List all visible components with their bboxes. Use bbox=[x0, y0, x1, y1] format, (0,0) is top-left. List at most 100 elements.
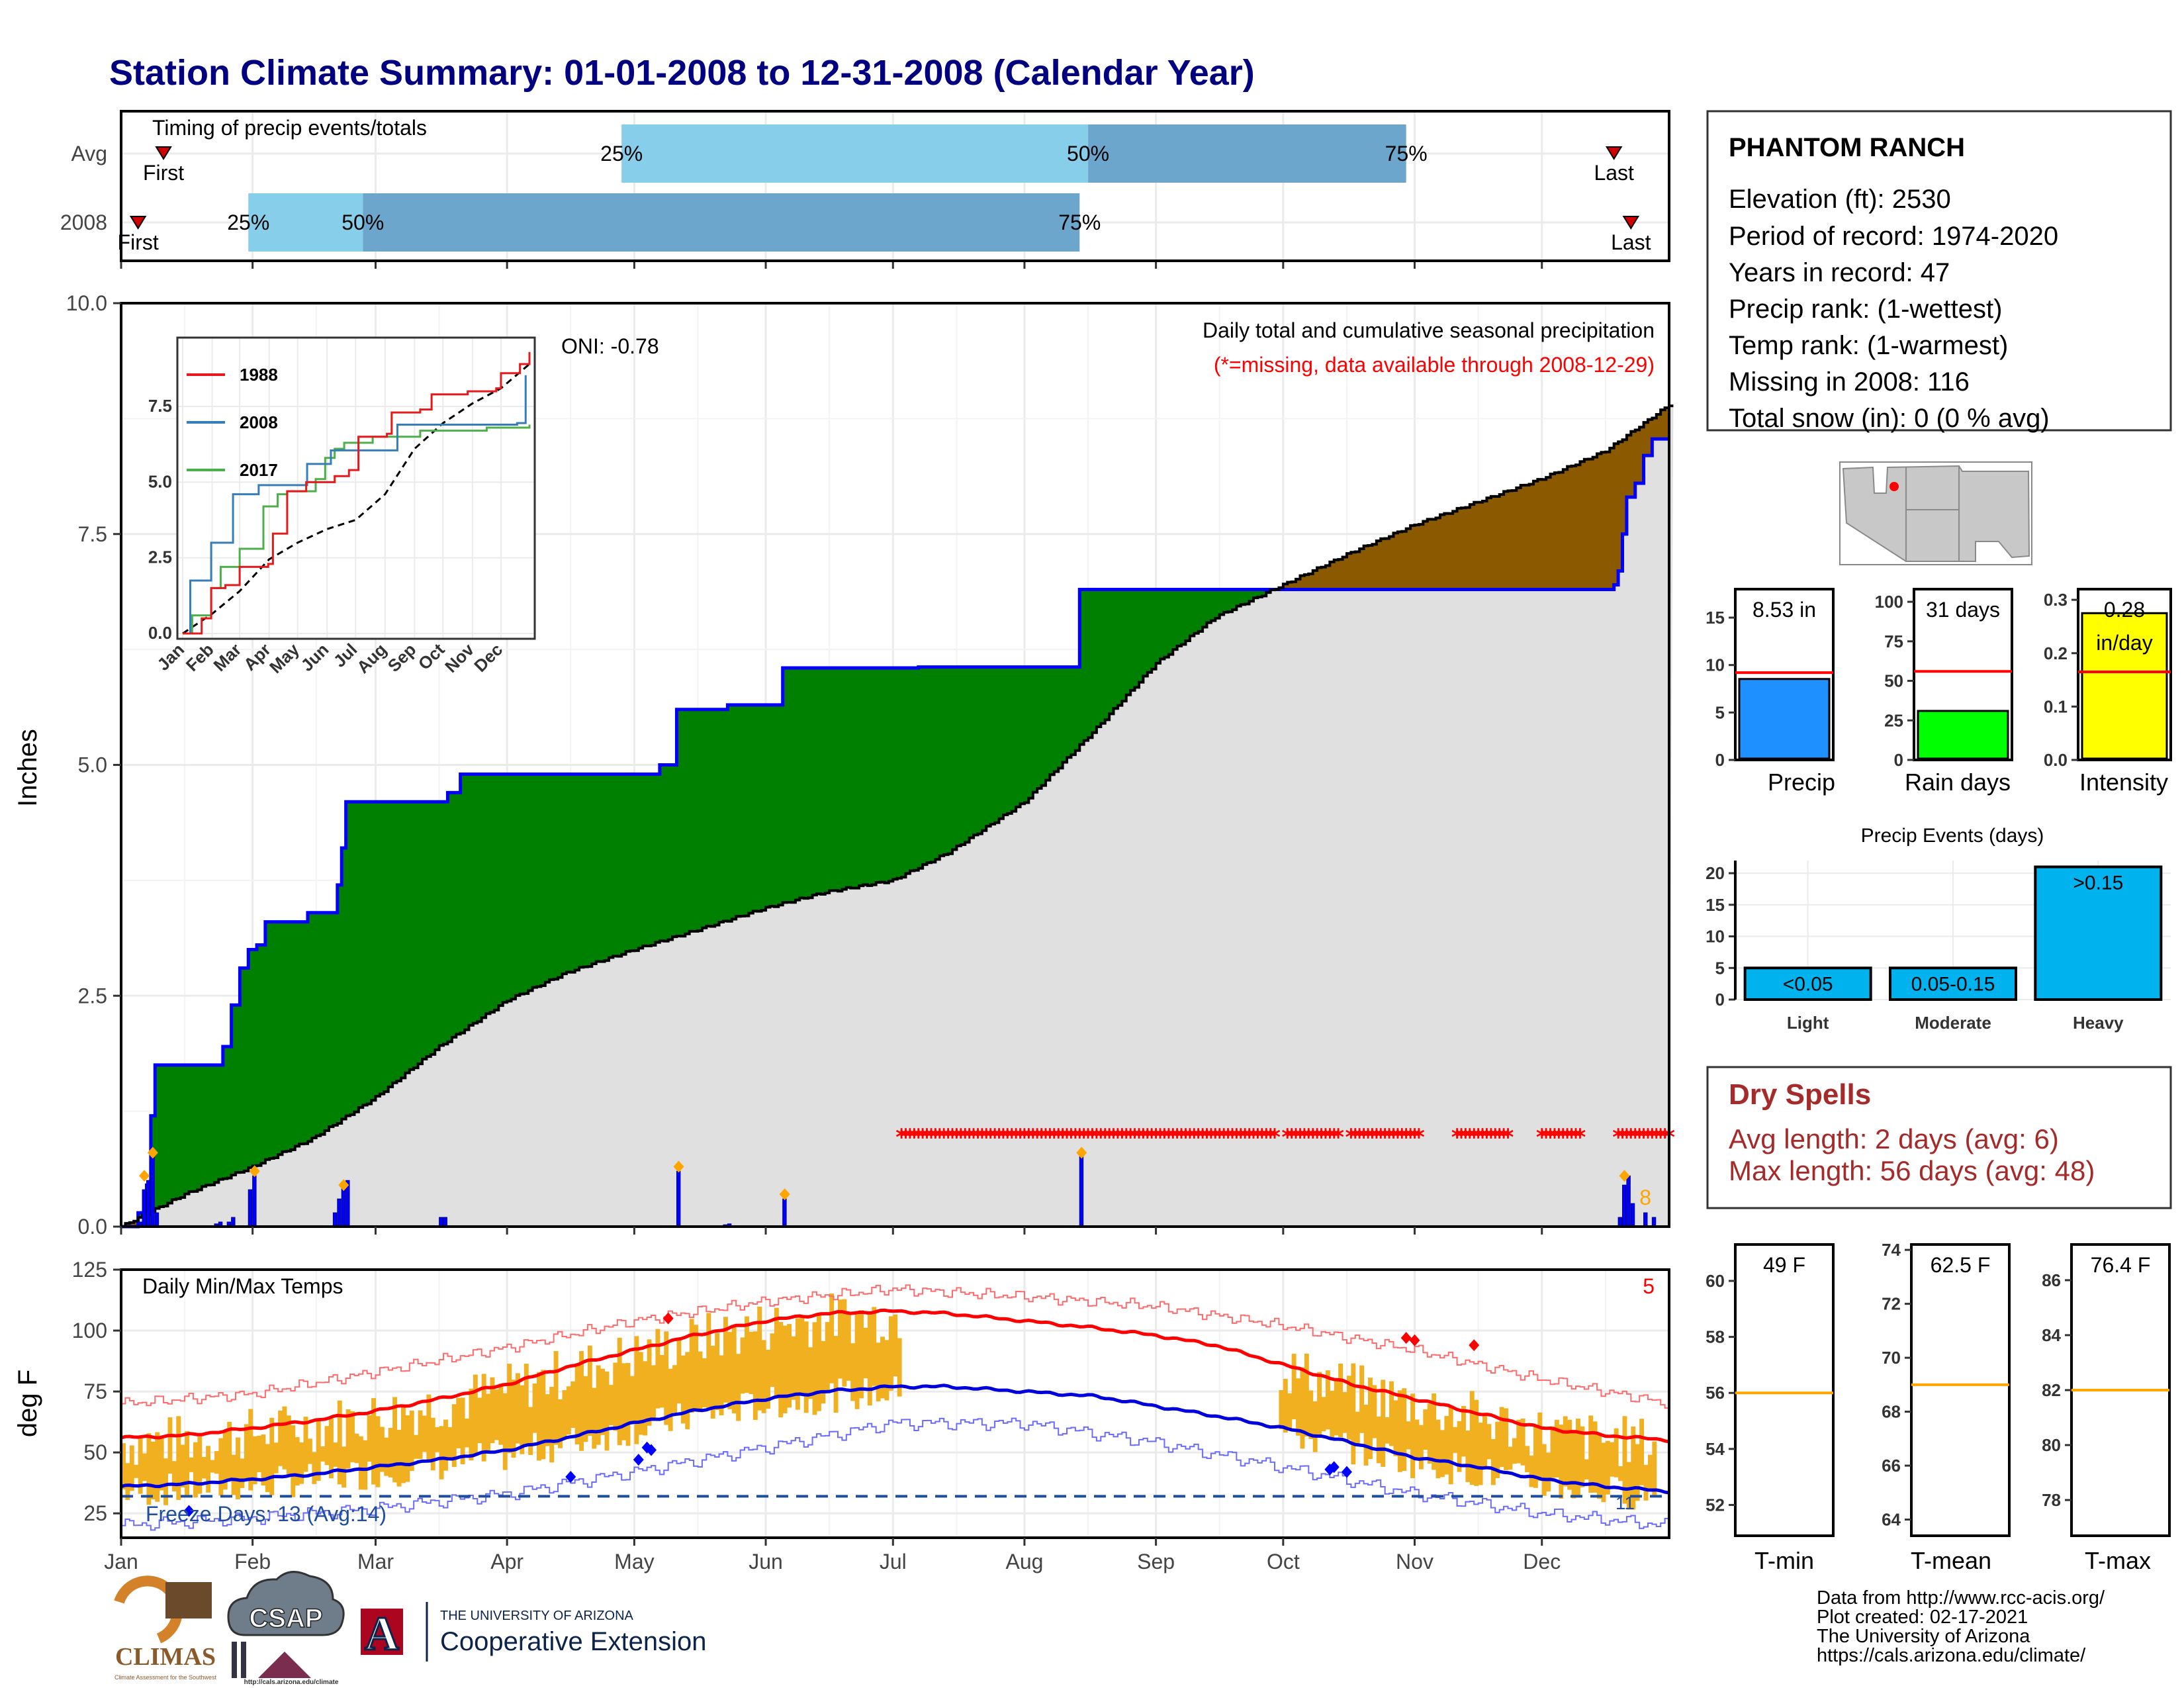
daily-temp-bar-305 bbox=[1414, 1419, 1420, 1458]
daily-temp-bar-340 bbox=[1563, 1416, 1568, 1487]
daily-precip-bar-20 bbox=[782, 1198, 787, 1227]
daily-temp-bar-335 bbox=[1541, 1444, 1547, 1496]
rain-days-chart: 0 25 50 75 100 31 days bbox=[1875, 588, 2013, 770]
daily-temp-bar-89 bbox=[498, 1383, 504, 1445]
daily-temp-bar-310 bbox=[1435, 1419, 1441, 1479]
missing-day-star-12: * bbox=[946, 1125, 958, 1151]
daily-temp-bar-349 bbox=[1601, 1442, 1606, 1503]
first-event-marker-1 bbox=[129, 216, 147, 230]
ua-logo-block bbox=[361, 1609, 403, 1655]
precip_total-value-label: 8.53 in bbox=[1752, 598, 1816, 622]
month-label-may: May bbox=[614, 1550, 654, 1573]
daily-temp-bar-21 bbox=[210, 1460, 215, 1473]
daily-temp-bar-313 bbox=[1448, 1406, 1453, 1485]
tmean-ytick-5: 74 bbox=[1882, 1240, 1901, 1260]
intensity-ytick-0: 0.0 bbox=[2044, 750, 2068, 770]
daily-temp-bar-77 bbox=[447, 1427, 453, 1460]
daily-temp-bar-50 bbox=[333, 1442, 338, 1467]
daily-temp-bar-98 bbox=[537, 1372, 541, 1461]
daily-temp-bar-140 bbox=[715, 1333, 720, 1411]
missing-day-star-121: * bbox=[1460, 1125, 1472, 1151]
daily-temp-bar-69 bbox=[414, 1434, 419, 1459]
daily-temp-bar-31 bbox=[252, 1436, 257, 1485]
missing-day-star-5: * bbox=[917, 1125, 929, 1151]
daily-temp-bar-9 bbox=[159, 1438, 164, 1491]
daily-temp-bar-99 bbox=[541, 1370, 546, 1460]
precip-events-title: Precip Events (days) bbox=[1861, 825, 2044, 847]
daily-temp-bar-14 bbox=[180, 1444, 185, 1488]
tmin-ytick-1: 54 bbox=[1706, 1439, 1725, 1459]
daily-temp-bar-334 bbox=[1537, 1412, 1543, 1481]
missing-day-star-91: * bbox=[1290, 1125, 1302, 1151]
daily-precip-bar-9 bbox=[248, 1189, 253, 1227]
missing-day-star-99: * bbox=[1324, 1125, 1336, 1151]
station-line-elevation: Elevation (ft): 2530 bbox=[1729, 185, 1951, 214]
tmin-value-label: 49 F bbox=[1763, 1253, 1805, 1277]
tmax-ytick-2: 82 bbox=[2042, 1380, 2061, 1400]
daily-temp-bar-27 bbox=[236, 1437, 240, 1499]
daily-temp-bar-26 bbox=[231, 1454, 236, 1495]
daily-temp-bar-170 bbox=[842, 1299, 847, 1387]
station-line-period: Period of record: 1974-2020 bbox=[1729, 222, 2058, 251]
daily-temp-bar-134 bbox=[689, 1319, 694, 1413]
missing-day-star-11: * bbox=[942, 1125, 954, 1151]
daily-temp-bar-23 bbox=[218, 1438, 224, 1496]
daily-temp-bar-309 bbox=[1432, 1393, 1437, 1470]
temp-ytick-label-4: 125 bbox=[72, 1258, 107, 1282]
tmin-ytick-0: 52 bbox=[1706, 1495, 1725, 1515]
event-bar-moderate bbox=[1889, 966, 2017, 1001]
daily-precip-bar-21 bbox=[1079, 1152, 1084, 1227]
missing-day-star-149: * bbox=[1642, 1125, 1654, 1151]
missing-day-star-53: * bbox=[1120, 1125, 1132, 1151]
station-line-temp-rank: Temp rank: (1-warmest) bbox=[1729, 331, 2008, 360]
missing-day-star-15: * bbox=[959, 1125, 971, 1151]
first-event-label-0: First bbox=[143, 161, 184, 185]
missing-day-star-47: * bbox=[1095, 1125, 1107, 1151]
locator-map-states bbox=[1842, 465, 2030, 562]
daily-temp-bar-336 bbox=[1546, 1452, 1551, 1492]
daily-temp-bar-318 bbox=[1469, 1391, 1475, 1485]
daily-temp-bar-275 bbox=[1287, 1393, 1293, 1430]
daily-temp-bar-312 bbox=[1444, 1416, 1449, 1475]
daily-temp-bar-123 bbox=[643, 1361, 648, 1436]
precip_total-ytick-2: 10 bbox=[1706, 655, 1725, 675]
missing-day-star-61: * bbox=[1154, 1125, 1166, 1151]
tmin-frame bbox=[1734, 1243, 1835, 1537]
daily-temp-bar-90 bbox=[502, 1393, 508, 1470]
daily-temp-bar-151 bbox=[761, 1340, 766, 1413]
daily-temp-bar-319 bbox=[1474, 1399, 1479, 1486]
intensity-ytick-3: 0.3 bbox=[2044, 590, 2068, 610]
missing-day-star-43: * bbox=[1078, 1125, 1090, 1151]
daily-temp-bar-138 bbox=[706, 1313, 711, 1411]
daily-temp-bar-160 bbox=[799, 1317, 805, 1394]
missing-day-star-0: * bbox=[895, 1125, 907, 1151]
missing-day-star-139: * bbox=[1566, 1125, 1578, 1151]
record-max-line bbox=[121, 1284, 1670, 1409]
daily-temp-bar-357 bbox=[1635, 1444, 1640, 1501]
daily-temp-bar-183 bbox=[897, 1338, 902, 1397]
precip-event-diamond-6 bbox=[1076, 1147, 1087, 1159]
dry-spells-box: Dry Spells Avg length: 2 days (avg: 6) M… bbox=[1706, 1066, 2172, 1209]
daily-temp-bar-114 bbox=[604, 1371, 610, 1451]
rain-days-xlabel: Rain days bbox=[1905, 769, 2011, 796]
daily-temp-bar-361 bbox=[1652, 1441, 1657, 1496]
inset-ytick-2: 5.0 bbox=[148, 471, 172, 491]
first-event-label-1: First bbox=[118, 230, 159, 254]
footer-credits: Data from http://www.rcc-acis.org/ Plot … bbox=[1817, 1587, 2105, 1666]
station-frame bbox=[1706, 110, 2172, 432]
daily-temp-bar-281 bbox=[1312, 1401, 1318, 1452]
missing-day-star-72: * bbox=[1201, 1125, 1213, 1151]
daily-temp-bar-18 bbox=[197, 1436, 203, 1494]
station-name: PHANTOM RANCH bbox=[1729, 133, 1965, 162]
month-label-aug: Aug bbox=[1005, 1550, 1043, 1573]
missing-day-star-92: * bbox=[1295, 1125, 1306, 1151]
daily-precip-bar-25 bbox=[1630, 1203, 1635, 1227]
timing-pct-75-1: 75% bbox=[1058, 211, 1101, 234]
missing-day-star-16: * bbox=[964, 1125, 976, 1151]
missing-day-star-62: * bbox=[1159, 1125, 1171, 1151]
tmean-ytick-1: 66 bbox=[1882, 1456, 1901, 1476]
above-average-area bbox=[138, 589, 1279, 1218]
missing-day-star-60: * bbox=[1150, 1125, 1162, 1151]
missing-day-star-142: * bbox=[1612, 1125, 1624, 1151]
missing-day-star-6: * bbox=[921, 1125, 933, 1151]
